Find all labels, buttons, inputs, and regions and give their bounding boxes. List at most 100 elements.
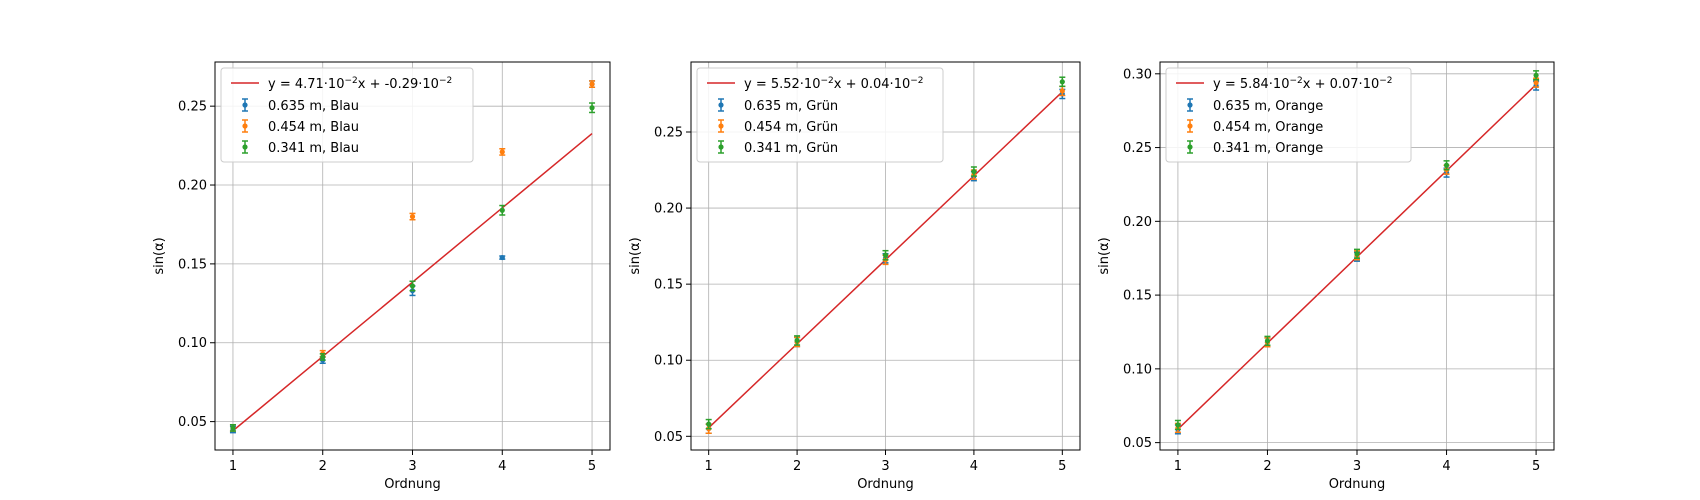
y-tick-label: 0.10	[1123, 362, 1152, 377]
series-3	[229, 102, 596, 432]
x-tick-label: 5	[1058, 459, 1066, 474]
legend-series-label: 0.341 m, Orange	[1213, 141, 1323, 156]
y-tick-label: 0.20	[1123, 215, 1152, 230]
y-tick-label: 0.05	[654, 430, 683, 445]
legend-swatch-marker	[242, 123, 248, 129]
x-tick-label: 1	[229, 459, 237, 474]
x-tick-label: 1	[1174, 459, 1182, 474]
legend-series-label: 0.454 m, Blau	[268, 120, 359, 135]
fit-label-main: y = 5.52·10	[744, 77, 820, 92]
x-tick-label: 5	[1532, 459, 1540, 474]
series-3	[705, 76, 1066, 430]
y-tick-label: 0.15	[654, 278, 683, 293]
data-point	[1354, 251, 1360, 257]
y-axis-label: sin(α)	[152, 237, 167, 274]
fit-label-exponent: −2	[439, 76, 452, 86]
legend-series-label: 0.635 m, Orange	[1213, 99, 1323, 114]
chart-panel-3: 1 2 3 4 5 0.05 0.10 0.15 0.20 0.25 0.30 Ordnung sin(…	[1097, 61, 1555, 492]
y-tick-label: 0.15	[1123, 289, 1152, 304]
legend-swatch-marker	[1187, 102, 1193, 108]
x-tick-label: 2	[319, 459, 327, 474]
data-point	[1443, 162, 1450, 168]
fit-label-exponent: −2	[1379, 76, 1392, 86]
x-tick-label: 4	[1442, 459, 1450, 474]
legend-swatch-marker	[1187, 123, 1193, 129]
y-tick-label: 0.25	[654, 125, 683, 140]
legend-series-label: 0.341 m, Grün	[744, 141, 838, 156]
legend-fit-label: y = 5.52·10−2x + 0.04·10−2	[744, 76, 924, 92]
legend-fit-label: y = 4.71·10−2x + -0.29·10−2	[268, 76, 452, 92]
fit-label-middle: x + -0.29·10	[358, 77, 439, 92]
data-point	[499, 207, 505, 213]
data-point	[589, 81, 595, 87]
fit-label-middle: x + 0.07·10	[1303, 77, 1379, 92]
x-axis-label: Ordnung	[384, 477, 441, 492]
data-point	[1059, 79, 1065, 85]
legend-fit-label: y = 5.84·10−2x + 0.07·10−2	[1213, 76, 1393, 92]
y-tick-label: 0.25	[178, 100, 207, 115]
y-tick-label: 0.10	[178, 336, 207, 351]
data-point	[499, 254, 505, 261]
legend-box	[220, 67, 474, 163]
data-point	[499, 149, 505, 155]
y-axis-label: sin(α)	[628, 237, 643, 274]
legend-series-label: 0.341 m, Blau	[268, 141, 359, 156]
legend-series-label: 0.454 m, Orange	[1213, 120, 1323, 135]
data-point	[1264, 338, 1271, 344]
legend-swatch-marker	[718, 102, 724, 108]
y-tick-label: 0.20	[178, 179, 207, 194]
legend-series-label: 0.454 m, Grün	[744, 120, 838, 135]
legend-swatch-marker	[242, 144, 248, 150]
legend-swatch-marker	[718, 144, 724, 150]
data-point	[320, 354, 326, 360]
data-point	[230, 425, 236, 431]
fit-label-exponent: −2	[910, 76, 923, 86]
data-point	[794, 337, 800, 344]
y-tick-label: 0.25	[1123, 141, 1152, 156]
data-point	[1533, 72, 1539, 78]
data-point	[1175, 422, 1181, 428]
data-point	[971, 168, 977, 175]
chart-panel-1: 1 2 3 4 5 0.05 0.10 0.15 0.20 0.25 Ordnung sin(α) y …	[152, 61, 611, 492]
fit-label-exponent: −2	[820, 76, 833, 86]
fit-label-exponent: −2	[1289, 76, 1302, 86]
x-tick-label: 2	[1263, 459, 1271, 474]
legend-swatch-marker	[718, 123, 724, 129]
x-tick-label: 4	[498, 459, 506, 474]
x-tick-label: 3	[408, 459, 416, 474]
data-point	[409, 213, 416, 220]
data-point	[409, 283, 416, 289]
data-point	[706, 421, 712, 427]
x-tick-label: 3	[881, 459, 889, 474]
y-tick-label: 0.05	[1123, 436, 1152, 451]
chart-panel-2: 1 2 3 4 5 0.05 0.10 0.15 0.20 0.25 Ordnung sin(α) y …	[628, 61, 1081, 492]
y-tick-label: 0.10	[654, 354, 683, 369]
data-point	[882, 252, 889, 258]
data-point	[1059, 88, 1065, 94]
legend: y = 5.84·10−2x + 0.07·10−20.635 m, Orang…	[1165, 67, 1412, 163]
x-axis-label: Ordnung	[1329, 477, 1386, 492]
x-tick-label: 3	[1353, 459, 1361, 474]
legend-series-label: 0.635 m, Blau	[268, 99, 359, 114]
y-tick-label: 0.05	[178, 415, 207, 430]
y-axis-label: sin(α)	[1097, 237, 1112, 274]
legend-swatch-marker	[1187, 144, 1193, 150]
x-tick-label: 4	[970, 459, 978, 474]
y-tick-label: 0.15	[178, 257, 207, 272]
x-axis-label: Ordnung	[857, 477, 914, 492]
fit-label-main: y = 4.71·10	[268, 77, 344, 92]
x-tick-label: 1	[705, 459, 713, 474]
legend-swatch-marker	[242, 102, 248, 108]
data-point	[1533, 80, 1539, 86]
data-point	[589, 105, 595, 111]
fit-label-main: y = 5.84·10	[1213, 77, 1289, 92]
legend-box	[696, 67, 944, 163]
legend: y = 5.52·10−2x + 0.04·10−20.635 m, Grün0…	[696, 67, 944, 163]
legend-box	[1165, 67, 1412, 163]
fit-label-exponent: −2	[344, 76, 357, 86]
y-tick-label: 0.30	[1123, 67, 1152, 82]
x-tick-label: 2	[793, 459, 801, 474]
fit-label-middle: x + 0.04·10	[834, 77, 910, 92]
x-tick-label: 5	[588, 459, 596, 474]
